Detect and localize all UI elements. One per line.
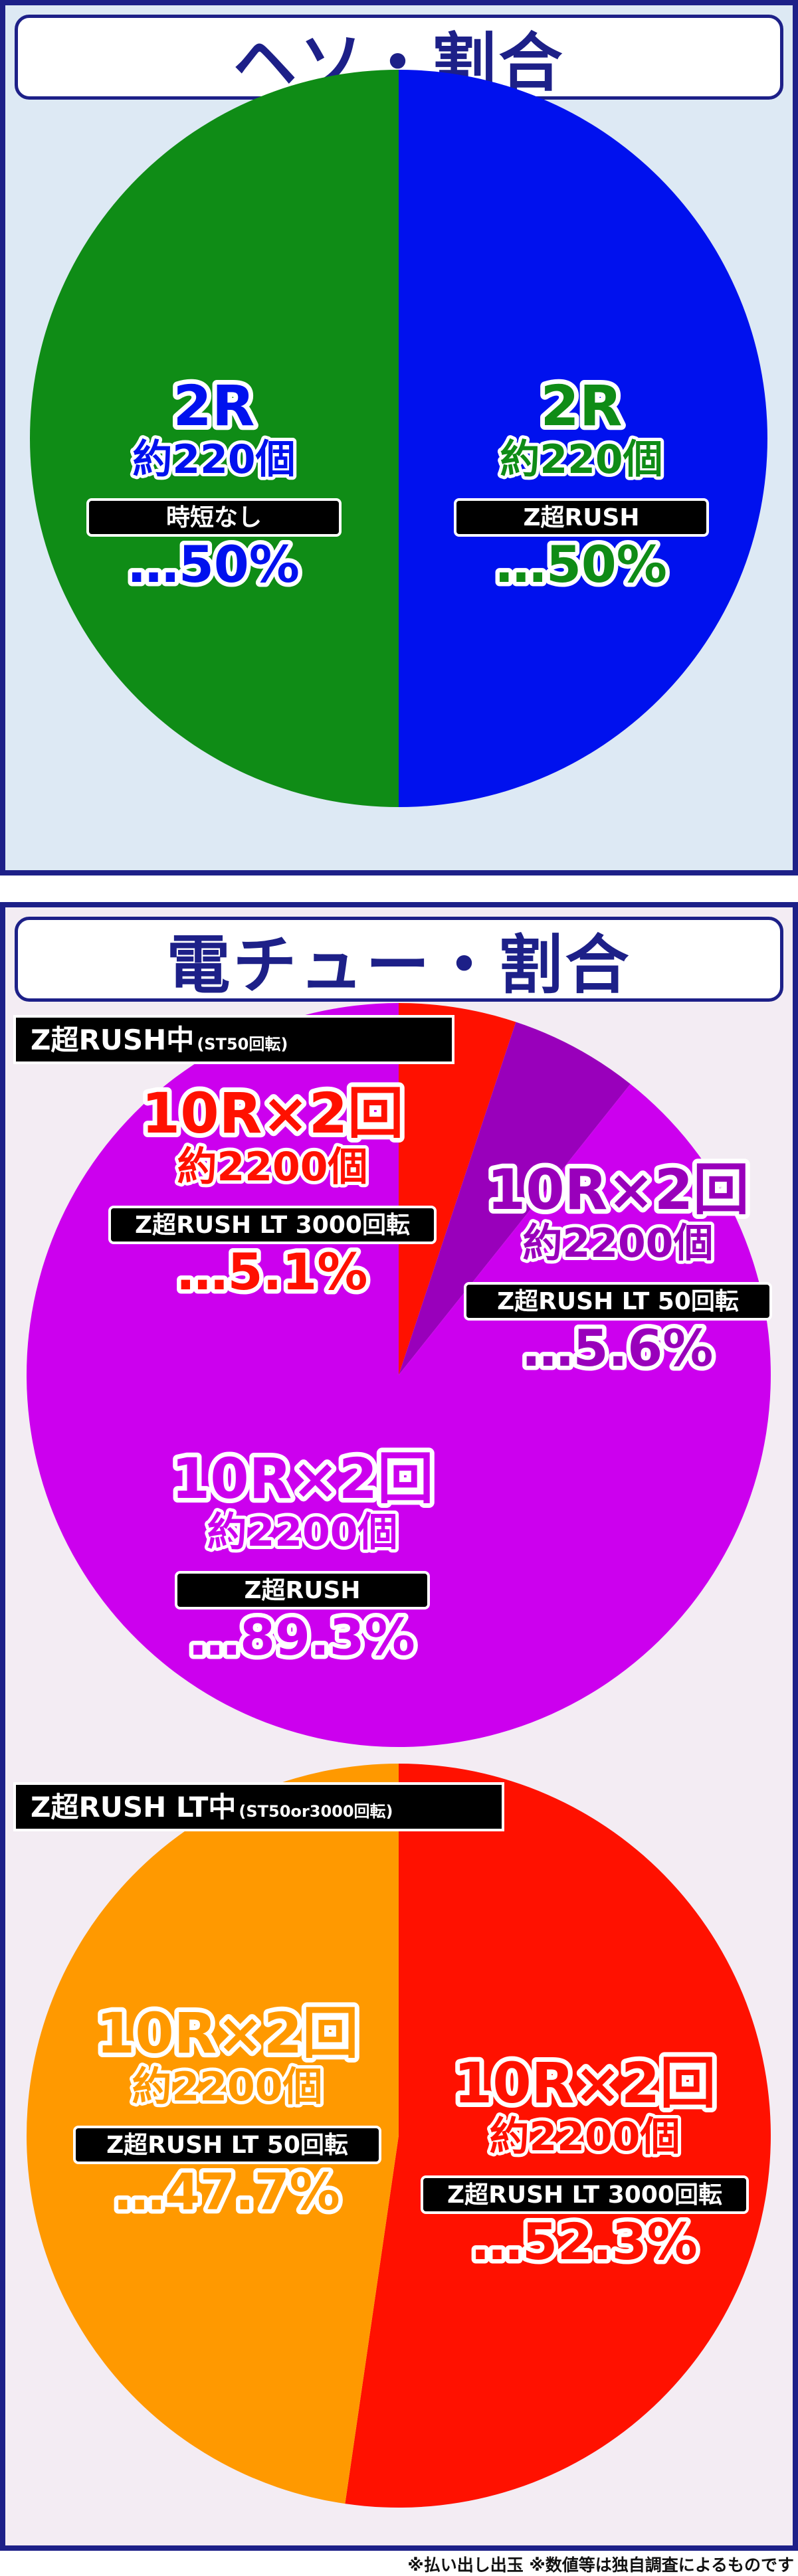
pie2-mode-1: Z超RUSH LT 50回転: [106, 2132, 348, 2159]
pie1-pct-0: …5.1%: [177, 1242, 368, 1301]
pie0-slice-0: [399, 70, 767, 807]
pie0-rounds-1: 2R: [540, 373, 622, 438]
pie2-mode-0-bg: [421, 2175, 749, 2214]
pie1-mode-1-bg: [464, 1282, 772, 1321]
pie1-mode-0: Z超RUSH LT 3000回転: [135, 1212, 410, 1239]
pie0-mode-1-bg: [454, 498, 709, 537]
pie2-slice-0: [345, 1764, 771, 2508]
pie1-balls-1: 約2200個: [523, 1220, 714, 1267]
pie1-pct-1: …5.6%: [523, 1319, 714, 1378]
pie1-rounds-0: 10R×2回: [142, 1081, 403, 1146]
pie2-balls-1: 約2200個: [132, 2064, 323, 2110]
pie1-slice-2: [26, 1003, 771, 1747]
pie1-title: Z超RUSH中 (ST50回転): [13, 1015, 454, 1064]
pie2-pct-1: …47.7%: [114, 2162, 340, 2221]
pie0-pct-1: …50%: [496, 535, 667, 594]
pie2-rounds-1: 10R×2回: [96, 2001, 358, 2066]
pie1-mode-1: Z超RUSH LT 50回転: [497, 1288, 739, 1315]
denchu-title: 電チュー・割合: [15, 917, 783, 1002]
pie1-mode-2: Z超RUSH: [244, 1577, 360, 1604]
pie0-slice-1: [30, 70, 399, 807]
pie0-pct-0: …50%: [128, 535, 300, 594]
pie0-rounds-0: 2R: [173, 373, 254, 438]
pie0-balls-1: 約220個: [500, 436, 662, 483]
pie1-pct-2: …89.3%: [189, 1608, 415, 1667]
pie0-mode-0-bg: [86, 498, 342, 537]
pie1-mode-2-bg: [175, 1571, 430, 1610]
pie2-title: Z超RUSH LT中 (ST50or3000回転): [13, 1782, 504, 1831]
pie1-balls-0: 約2200個: [177, 1144, 368, 1190]
pie1-slice-0: [399, 1003, 516, 1375]
pie2-pct-0: …52.3%: [472, 2212, 698, 2271]
pie0-mode-1: Z超RUSH: [523, 504, 639, 531]
pie2-balls-0: 約2200個: [490, 2114, 680, 2160]
pie1-slice-1: [399, 1022, 631, 1375]
pie0-mode-0: 時短なし: [166, 504, 262, 531]
pie2-mode-1-bg: [73, 2126, 381, 2164]
pie2-mode-0: Z超RUSH LT 3000回転: [447, 2181, 722, 2209]
footnote: ※払い出し出玉 ※数値等は独自調査によるものです: [407, 2555, 794, 2575]
pie1-mode-0-bg: [108, 1206, 437, 1244]
pie1-title-text: Z超RUSH中 (ST50回転): [31, 1024, 288, 1056]
pie1-balls-2: 約2200個: [207, 1509, 398, 1556]
pie0-balls-0: 約220個: [132, 436, 295, 483]
pie1-rounds-1: 10R×2回: [487, 1157, 749, 1222]
pie2-rounds-0: 10R×2回: [454, 2051, 716, 2116]
pie1-rounds-2: 10R×2回: [171, 1446, 433, 1511]
